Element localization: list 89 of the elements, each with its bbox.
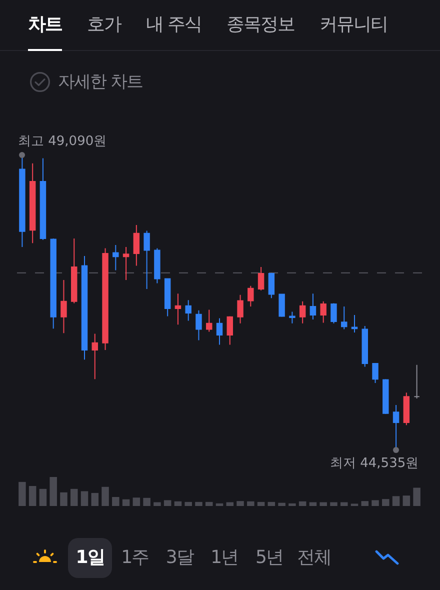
bar xyxy=(60,492,68,506)
bar xyxy=(330,502,338,506)
candlestick xyxy=(414,364,420,400)
bar xyxy=(309,502,317,506)
candlestick xyxy=(40,158,46,240)
bar xyxy=(122,499,130,506)
candlestick xyxy=(320,300,326,324)
bar xyxy=(226,502,234,506)
bar xyxy=(18,482,26,506)
candlestick xyxy=(341,306,348,330)
candlestick xyxy=(216,318,223,346)
candlestick xyxy=(278,294,285,318)
candlestick xyxy=(382,378,389,415)
bar xyxy=(70,488,78,506)
candlestick xyxy=(196,310,202,341)
bar xyxy=(236,501,244,506)
text: 자세한 차트 xyxy=(58,71,142,94)
candlestick xyxy=(226,316,233,346)
bar xyxy=(50,477,57,506)
bar xyxy=(402,496,410,506)
candlestick xyxy=(81,256,88,360)
text: 최저 44,535원 xyxy=(330,456,419,471)
text: 내 주식 xyxy=(146,13,202,37)
period-button: 1일 xyxy=(68,538,112,578)
candlestick xyxy=(268,272,275,299)
text: 차트 xyxy=(28,13,62,37)
bar xyxy=(112,497,120,506)
bar xyxy=(413,488,420,506)
bar xyxy=(216,503,224,506)
candlestick xyxy=(112,244,119,271)
bar xyxy=(392,496,400,506)
candlestick xyxy=(29,162,36,244)
text: 3달 xyxy=(166,546,194,570)
candlestick xyxy=(237,294,244,324)
candlestick xyxy=(50,238,56,330)
candlestick xyxy=(258,266,264,291)
candlestick xyxy=(206,309,212,332)
candlestick xyxy=(133,224,140,266)
bar xyxy=(268,502,276,506)
text: 1주 xyxy=(121,546,149,570)
bar xyxy=(80,491,88,506)
candlestick xyxy=(174,293,182,326)
bar xyxy=(361,501,369,506)
candlestick xyxy=(351,314,358,333)
bar xyxy=(91,492,99,506)
bar xyxy=(102,486,109,506)
bar xyxy=(298,501,306,506)
bar xyxy=(340,502,348,506)
bar xyxy=(278,502,286,506)
bar xyxy=(143,498,150,506)
candlestick xyxy=(122,246,130,280)
candlestick xyxy=(289,311,296,324)
candlestick xyxy=(372,363,378,384)
bar xyxy=(288,503,296,506)
text: 호가 xyxy=(87,13,121,37)
text: 전체 xyxy=(297,546,331,570)
bar xyxy=(39,488,47,506)
candlestick xyxy=(185,300,192,322)
bar xyxy=(132,498,140,506)
bar xyxy=(382,499,390,506)
bar xyxy=(247,501,254,506)
bar xyxy=(28,486,36,506)
bar xyxy=(320,502,327,506)
candlestick xyxy=(362,325,368,368)
candlestick xyxy=(71,238,78,304)
text: 커뮤니티 xyxy=(320,13,388,37)
bar xyxy=(154,502,161,506)
bar xyxy=(257,502,265,506)
bar xyxy=(372,500,379,506)
candlestick xyxy=(299,300,306,324)
text: 1년 xyxy=(210,546,238,570)
candlestick xyxy=(330,302,337,324)
bar xyxy=(174,501,182,506)
candlestick xyxy=(403,392,410,426)
text: 최고 49,090원 xyxy=(18,134,107,149)
text: 종목정보 xyxy=(226,13,295,37)
candlestick xyxy=(102,248,108,350)
text: 5년 xyxy=(255,546,283,570)
bar xyxy=(164,500,172,506)
bar xyxy=(205,502,213,506)
bar xyxy=(184,502,192,506)
candlestick xyxy=(154,248,160,284)
candlestick xyxy=(248,285,254,308)
candlestick xyxy=(92,333,98,380)
candlestick xyxy=(144,230,150,290)
candlestick xyxy=(60,279,67,334)
candlestick xyxy=(310,293,316,320)
bar xyxy=(195,502,202,506)
candlestick xyxy=(164,278,171,317)
